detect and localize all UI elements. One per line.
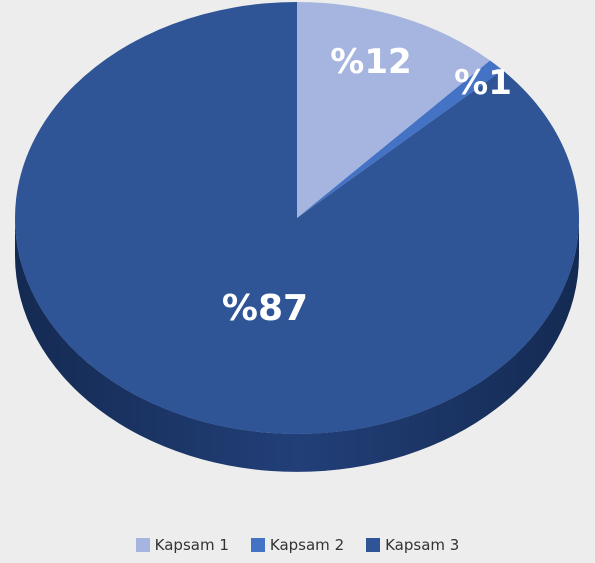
chart-legend: Kapsam 1 Kapsam 2 Kapsam 3 — [0, 536, 595, 554]
data-label-kapsam-1: %12 — [330, 42, 411, 82]
legend-label-kapsam-1: Kapsam 1 — [154, 536, 229, 554]
pie-side-wall-surface — [15, 218, 579, 472]
legend-swatch-kapsam-3 — [366, 538, 381, 552]
data-label-kapsam-3: %87 — [222, 288, 308, 329]
pie-slice-kapsam-2 — [297, 60, 503, 218]
pie-side-wall — [15, 218, 579, 472]
legend-swatch-kapsam-1 — [135, 538, 150, 552]
legend-item-kapsam-2: Kapsam 2 — [250, 536, 345, 554]
pie-slices — [14, 2, 580, 435]
pie-slice-kapsam-1 — [297, 2, 491, 218]
pie-data-labels: %12 %1 %87 — [222, 42, 512, 329]
data-label-kapsam-2: %1 — [454, 63, 512, 103]
legend-label-kapsam-2: Kapsam 2 — [269, 536, 345, 554]
legend-label-kapsam-3: Kapsam 3 — [385, 536, 460, 554]
legend-item-kapsam-3: Kapsam 3 — [366, 536, 459, 554]
legend-swatch-kapsam-2 — [250, 538, 265, 552]
pie-slice-kapsam-3 — [14, 2, 580, 435]
legend-item-kapsam-1: Kapsam 1 — [135, 536, 229, 554]
